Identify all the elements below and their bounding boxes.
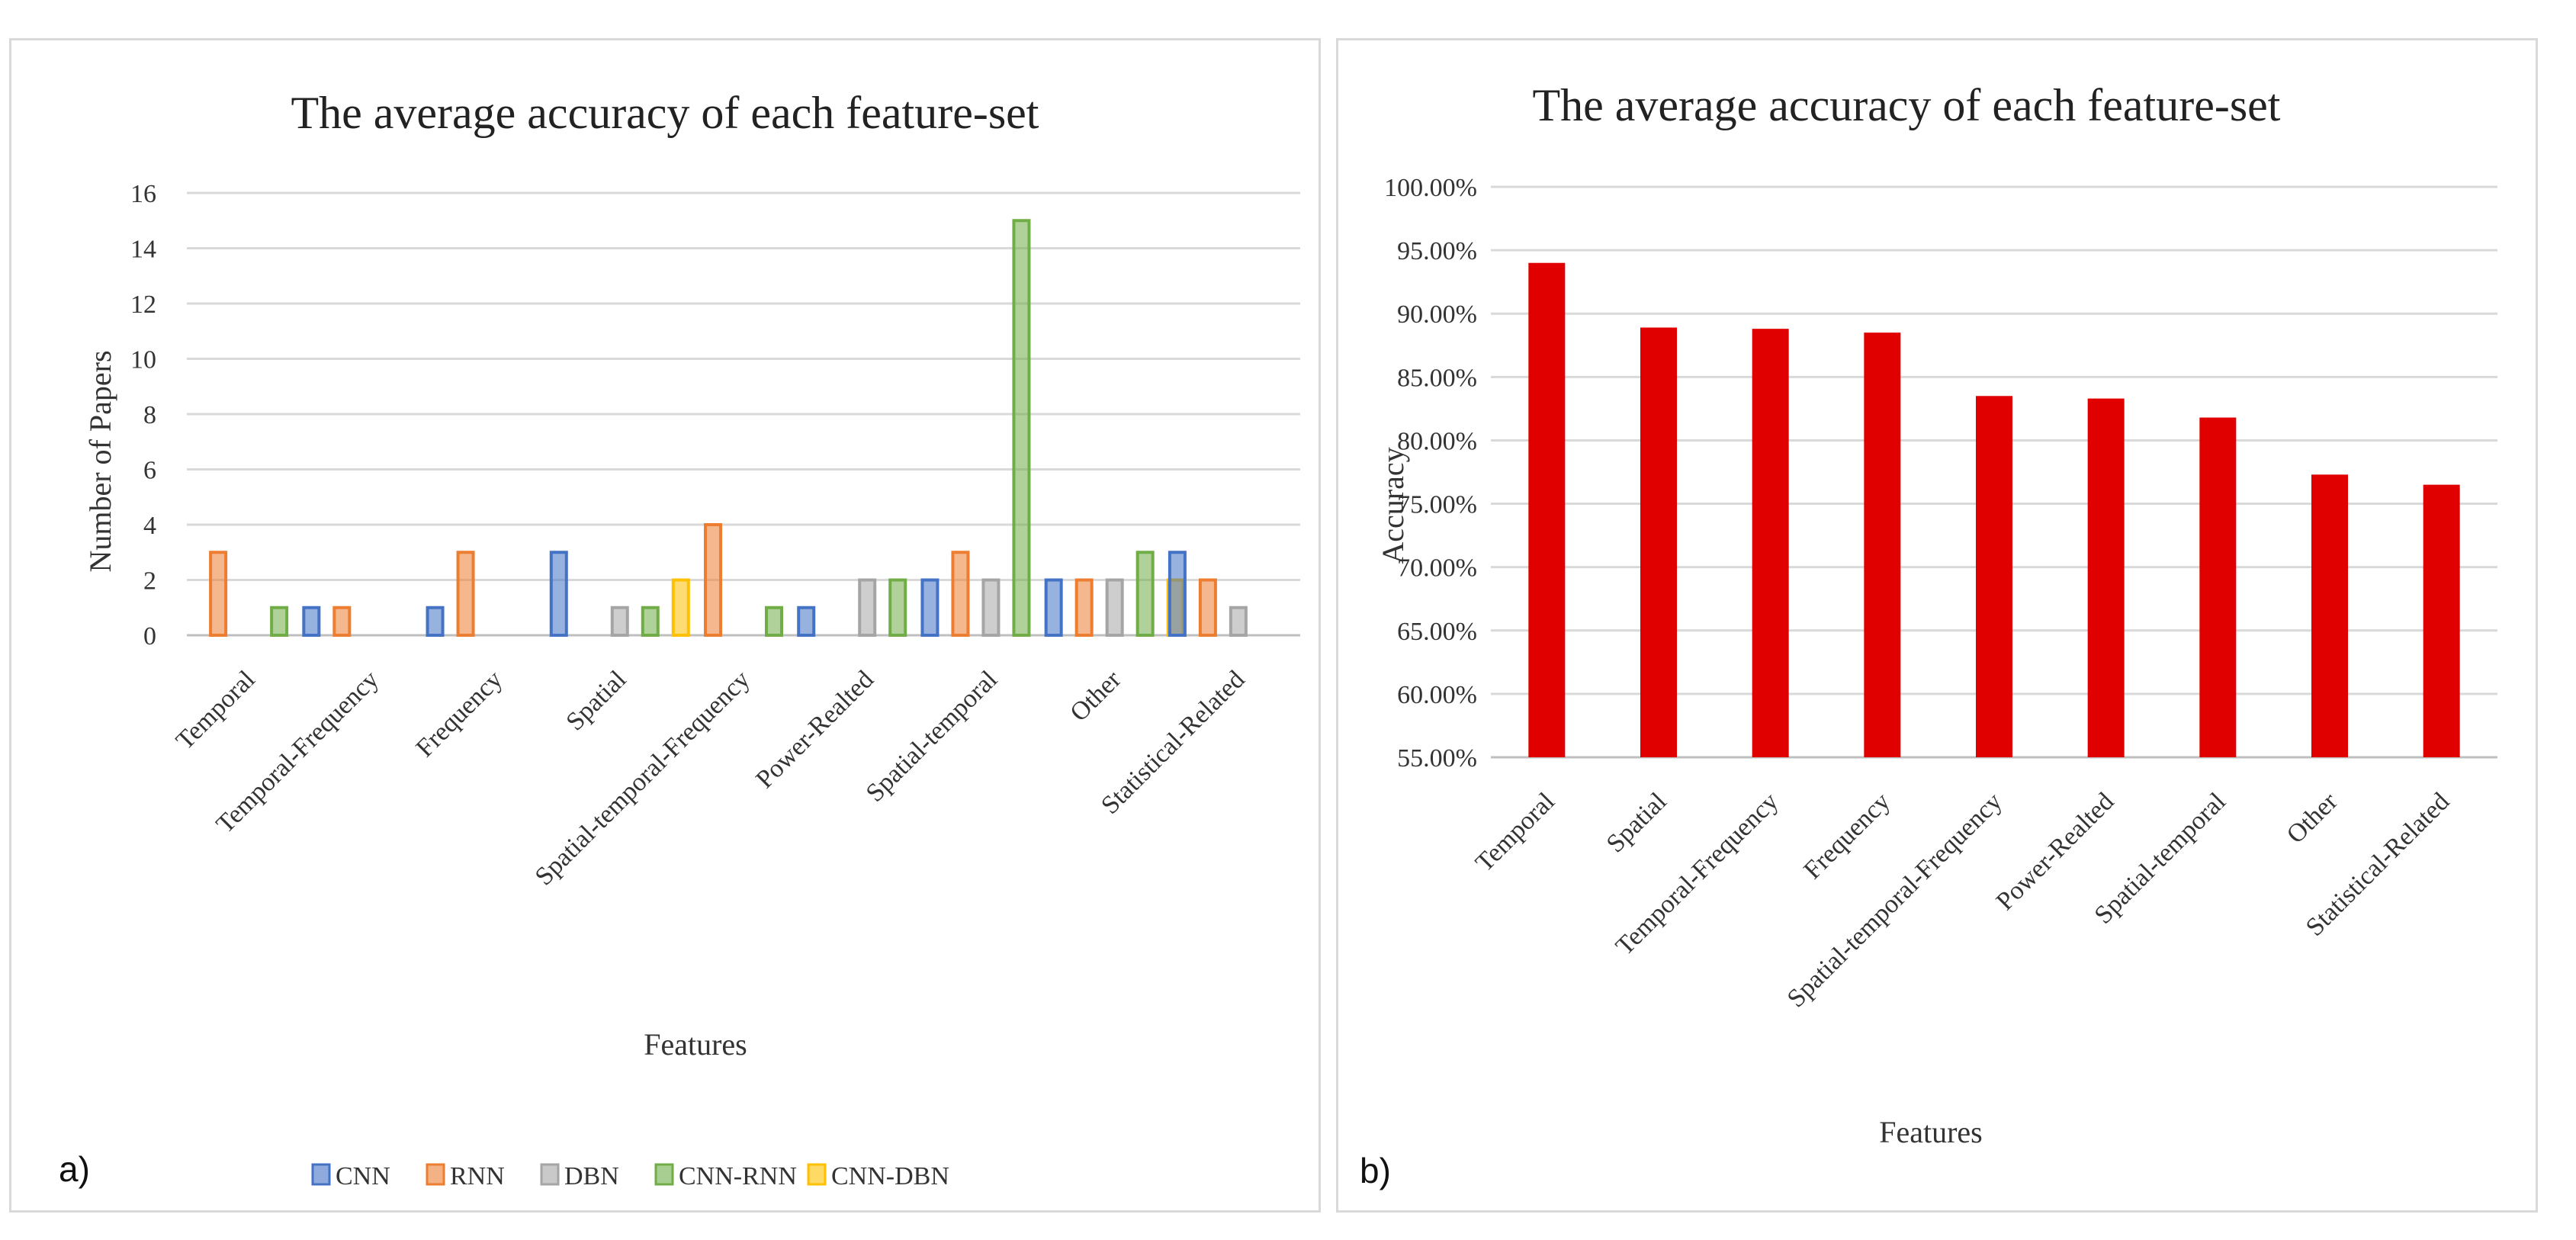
chart-a-ytick: 8 (143, 401, 156, 429)
chart-b-ytick: 85.00% (1397, 364, 1477, 392)
legend-swatch-rnn (426, 1163, 445, 1186)
chart-b-ytick: 60.00% (1397, 681, 1477, 709)
chart-b-ytick: 80.00% (1397, 427, 1477, 455)
chart-a-bar-rnn-7 (1074, 578, 1094, 637)
chart-a-ytick: 6 (143, 457, 156, 485)
chart-a-bar-cnn-3 (549, 551, 568, 637)
chart-a-bar-dbn-3 (610, 606, 629, 637)
chart-a-ytick: 16 (130, 180, 156, 208)
chart-a-bar-cnn-dbn-3 (671, 578, 690, 637)
legend-label-cnn-rnn: CNN-RNN (679, 1162, 797, 1190)
chart-a-ytick: 10 (130, 346, 156, 374)
legend-label-cnn-dbn: CNN-DBN (831, 1162, 949, 1190)
chart-b: The average accuracy of each feature-set… (1360, 80, 2497, 1190)
chart-a-category-label: Spatial-temporal-Frequency (530, 665, 756, 891)
chart-a-bar-cnn-2 (426, 606, 445, 637)
chart-a-bar-cnn-1 (302, 606, 321, 637)
chart-b-bar-8 (2423, 484, 2460, 757)
chart-a-bar-cnn-5 (797, 606, 816, 637)
chart-b-category-label: Power-Realted (1991, 787, 2120, 916)
chart-a-bar-rnn-6 (951, 551, 970, 637)
panel-b-label: b) (1360, 1151, 1391, 1190)
chart-a-bar-cnn-rnn-4 (765, 606, 783, 637)
chart-a-bar-cnn-rnn-7 (1135, 551, 1155, 637)
chart-a-bar-dbn-6 (981, 578, 1001, 637)
chart-a-ytick: 4 (143, 512, 156, 540)
chart-a-ytick: 14 (130, 236, 156, 264)
chart-a-ytick: 12 (130, 291, 156, 319)
chart-b-category-label: Spatial-temporal-Frequency (1782, 787, 2008, 1013)
chart-b-bar-7 (2311, 474, 2348, 757)
chart-b-bar-1 (1640, 327, 1677, 757)
legend-swatch-dbn (540, 1163, 560, 1186)
panel-a-label: a) (59, 1149, 90, 1189)
chart-a-bar-cnn-rnn-6 (1012, 219, 1031, 637)
chart-a-category-label: Frequency (411, 665, 509, 763)
chart-b-bar-4 (1976, 396, 2012, 757)
legend-swatch-cnn-rnn (654, 1163, 674, 1186)
chart-b-ytick: 65.00% (1397, 618, 1477, 646)
legend-label-cnn: CNN (336, 1162, 390, 1190)
chart-b-category-label: Frequency (1798, 787, 1896, 885)
chart-b-title: The average accuracy of each feature-set (1533, 80, 2281, 130)
chart-a-bar-dbn-8 (1229, 606, 1248, 637)
legend-swatch-cnn-dbn (807, 1163, 827, 1186)
chart-b-ytick: 100.00% (1384, 174, 1477, 202)
chart-a-bar-rnn-1 (332, 606, 352, 637)
chart-b-ytick: 90.00% (1397, 300, 1477, 329)
panel-a: The average accuracy of each feature-set… (9, 38, 1321, 1213)
chart-b-bar-3 (1864, 332, 1901, 758)
chart-a-bar-rnn-4 (704, 523, 722, 637)
legend-label-dbn: DBN (564, 1162, 619, 1190)
chart-b-category-label: Temporal (1470, 787, 1560, 877)
chart-a-category-label: Spatial-temporal (861, 665, 1003, 807)
chart-a-bar-rnn-8 (1198, 578, 1217, 637)
chart-a-title: The average accuracy of each feature-set (291, 88, 1039, 138)
chart-a-bar-cnn-rnn-0 (270, 606, 289, 637)
chart-a-category-label: Spatial (560, 665, 631, 736)
chart-b-bar-2 (1752, 329, 1789, 757)
chart-a-category-label: Temporal (171, 665, 261, 755)
chart-b-ylabel: Accuracy (1376, 447, 1410, 564)
chart-b-bar-0 (1528, 262, 1566, 757)
chart-a-category-label: Other (1065, 665, 1126, 727)
chart-a-ylabel: Number of Papers (83, 350, 117, 572)
chart-a-bar-rnn-2 (456, 551, 475, 637)
chart-a-bar-cnn-8 (1168, 551, 1187, 637)
chart-a-bar-dbn-5 (858, 578, 877, 637)
legend-swatch-cnn (311, 1163, 331, 1186)
chart-a-ytick: 0 (143, 622, 156, 651)
chart-a-bar-cnn-7 (1044, 578, 1063, 637)
chart-b-category-label: Other (2282, 787, 2343, 849)
chart-a-bar-cnn-rnn-3 (641, 606, 660, 637)
panel-b: The average accuracy of each feature-set… (1336, 38, 2538, 1213)
chart-a: The average accuracy of each feature-set… (59, 88, 1300, 1190)
chart-b-xlabel: Features (1879, 1115, 1983, 1149)
chart-a-bar-cnn-6 (920, 578, 940, 637)
chart-b-ytick: 70.00% (1397, 554, 1477, 583)
chart-a-xlabel: Features (644, 1027, 747, 1062)
chart-a-bar-rnn-0 (209, 551, 228, 637)
chart-b-bar-5 (2087, 398, 2125, 757)
chart-a-bar-dbn-7 (1105, 578, 1124, 637)
chart-a-category-label: Power-Realted (750, 665, 879, 794)
chart-b-bar-6 (2199, 417, 2237, 757)
chart-b-ytick: 95.00% (1397, 237, 1477, 265)
chart-b-ytick: 75.00% (1397, 491, 1477, 519)
chart-b-category-label: Spatial (1601, 787, 1672, 858)
legend-label-rnn: RNN (450, 1162, 505, 1190)
chart-b-ytick: 55.00% (1397, 744, 1477, 773)
chart-a-ytick: 2 (143, 567, 156, 596)
chart-a-bar-cnn-rnn-5 (888, 578, 907, 637)
